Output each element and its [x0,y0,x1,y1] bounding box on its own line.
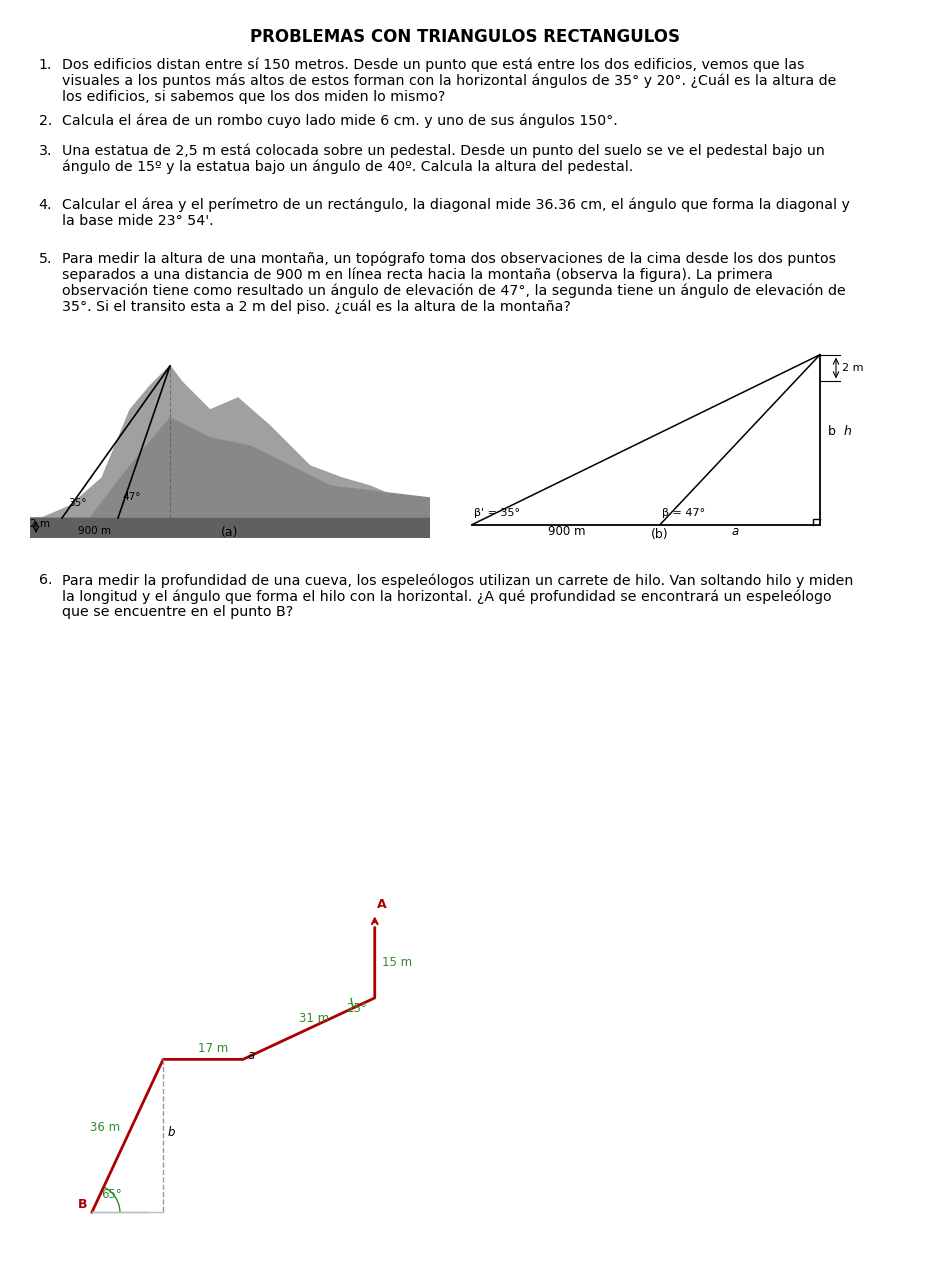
Text: 47°: 47° [123,492,142,502]
Text: la longitud y el ángulo que forma el hilo con la horizontal. ¿A qué profundidad : la longitud y el ángulo que forma el hil… [62,589,831,603]
Text: (b): (b) [651,527,668,541]
Polygon shape [30,419,430,538]
Text: que se encuentre en el punto B?: que se encuentre en el punto B? [62,605,293,620]
Text: 4.: 4. [38,198,52,212]
Text: 5.: 5. [38,252,52,266]
Text: 31 m: 31 m [300,1011,330,1024]
Text: 36 m: 36 m [90,1121,120,1134]
Text: A: A [377,899,386,911]
Polygon shape [30,366,430,538]
Text: visuales a los puntos más altos de estos forman con la horizontal ángulos de 35°: visuales a los puntos más altos de estos… [62,74,836,88]
Text: β' = 35°: β' = 35° [474,508,520,518]
Text: 900 m: 900 m [548,525,586,539]
Text: Para medir la profundidad de una cueva, los espeleólogos utilizan un carrete de : Para medir la profundidad de una cueva, … [62,573,854,588]
Text: 2 m: 2 m [30,520,50,529]
Text: 2 m: 2 m [842,364,863,372]
Text: PROBLEMAS CON TRIANGULOS RECTANGULOS: PROBLEMAS CON TRIANGULOS RECTANGULOS [250,28,680,46]
Text: Calcular el área y el perímetro de un rectángulo, la diagonal mide 36.36 cm, el : Calcular el área y el perímetro de un re… [62,198,850,212]
Text: 1.: 1. [38,58,52,72]
Text: 6.: 6. [38,573,52,588]
Text: (a): (a) [222,526,238,539]
Text: separados a una distancia de 900 m en línea recta hacia la montaña (observa la f: separados a una distancia de 900 m en lí… [62,268,773,283]
Text: 900 m: 900 m [78,526,111,536]
Text: a: a [248,1050,255,1062]
Text: b: b [168,1126,175,1139]
Text: 2.: 2. [38,114,52,128]
Text: Dos edificios distan entre sí 150 metros. Desde un punto que está entre los dos : Dos edificios distan entre sí 150 metros… [62,58,804,73]
Text: B: B [77,1198,88,1211]
Text: Una estatua de 2,5 m está colocada sobre un pedestal. Desde un punto del suelo s: Una estatua de 2,5 m está colocada sobre… [62,143,825,159]
Text: 25°: 25° [346,1002,368,1015]
Text: β = 47°: β = 47° [662,508,705,518]
Text: 35°: 35° [68,498,87,508]
Text: observación tiene como resultado un ángulo de elevación de 47°, la segunda tiene: observación tiene como resultado un ángu… [62,284,845,298]
Polygon shape [30,518,430,538]
Text: la base mide 23° 54'.: la base mide 23° 54'. [62,214,213,228]
Text: 17 m: 17 m [198,1042,229,1055]
Text: 65°: 65° [101,1188,122,1202]
Text: Calcula el área de un rombo cuyo lado mide 6 cm. y uno de sus ángulos 150°.: Calcula el área de un rombo cuyo lado mi… [62,114,618,128]
Text: h: h [844,425,852,438]
Text: 3.: 3. [38,143,52,157]
Text: 35°. Si el transito esta a 2 m del piso. ¿cuál es la altura de la montaña?: 35°. Si el transito esta a 2 m del piso.… [62,300,571,315]
Text: los edificios, si sabemos que los dos miden lo mismo?: los edificios, si sabemos que los dos mi… [62,90,445,104]
Text: b: b [828,425,836,438]
Text: ángulo de 15º y la estatua bajo un ángulo de 40º. Calcula la altura del pedestal: ángulo de 15º y la estatua bajo un ángul… [62,160,633,174]
Text: Para medir la altura de una montaña, un topógrafo toma dos observaciones de la c: Para medir la altura de una montaña, un … [62,252,836,266]
Text: 15 m: 15 m [382,956,412,969]
Text: a: a [732,525,739,539]
